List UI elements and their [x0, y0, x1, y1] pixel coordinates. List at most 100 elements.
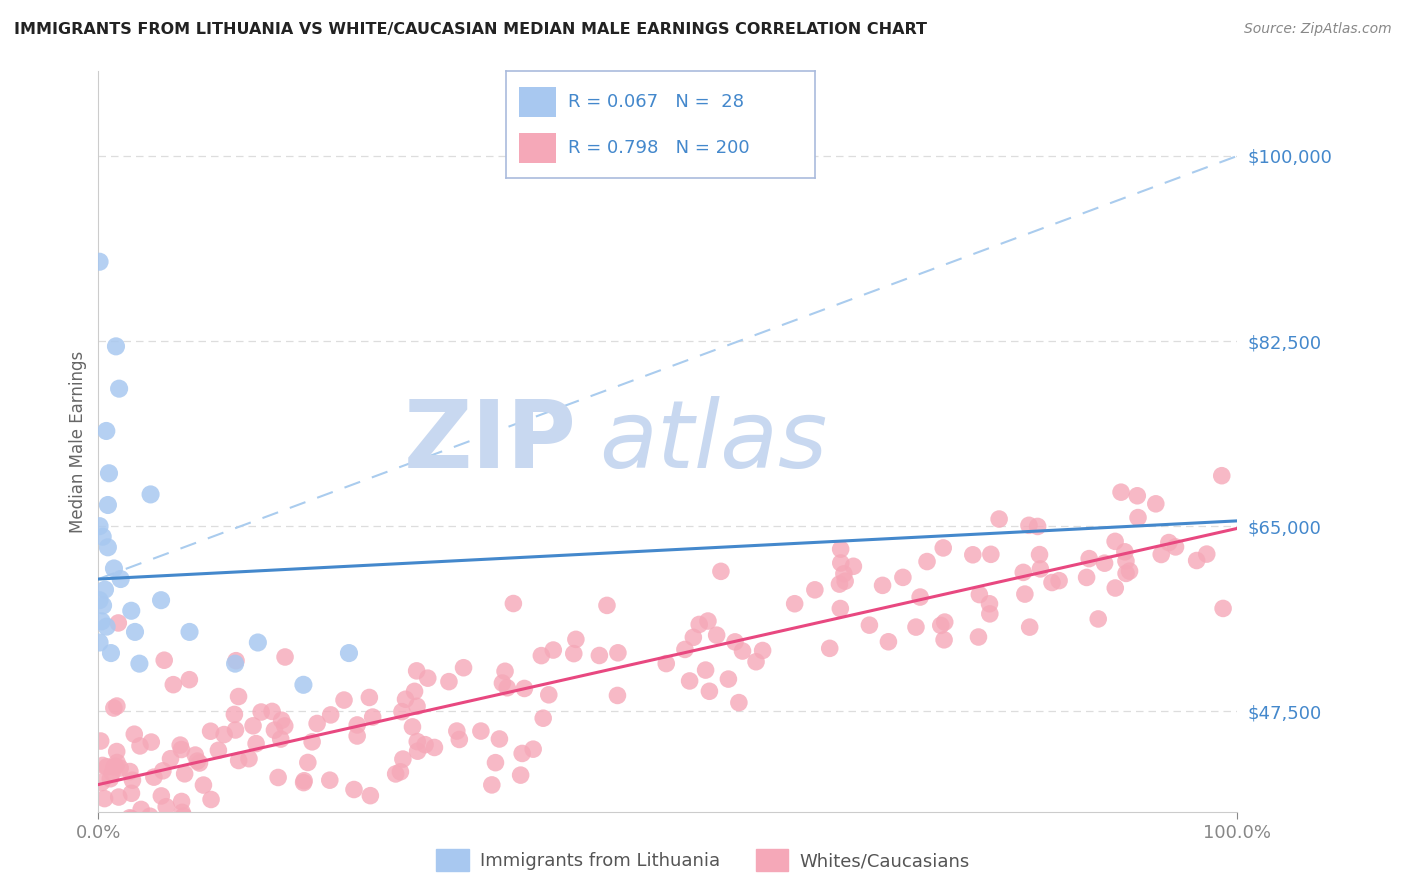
Point — [359, 789, 381, 803]
Point — [128, 657, 150, 671]
Point — [139, 809, 162, 823]
Point — [103, 760, 125, 774]
Point — [384, 767, 406, 781]
Bar — [519, 87, 555, 118]
Point — [404, 684, 426, 698]
Point — [401, 720, 423, 734]
Point — [437, 674, 460, 689]
Point — [301, 735, 323, 749]
Point — [804, 582, 827, 597]
Point — [502, 597, 524, 611]
Point — [1164, 540, 1187, 554]
Point — [406, 734, 429, 748]
Point — [292, 775, 315, 789]
Point — [90, 734, 112, 748]
Point — [416, 671, 439, 685]
Point — [783, 597, 806, 611]
Point — [1144, 497, 1167, 511]
Point — [688, 617, 710, 632]
Point — [1047, 574, 1070, 588]
Point — [979, 607, 1001, 621]
Point — [828, 577, 851, 591]
Point — [307, 716, 329, 731]
Point — [270, 713, 292, 727]
Point — [270, 732, 292, 747]
Point — [562, 647, 585, 661]
Point — [830, 542, 852, 557]
Point — [91, 530, 114, 544]
Point — [394, 692, 416, 706]
Point — [343, 782, 366, 797]
Point — [1018, 518, 1040, 533]
Point — [173, 767, 195, 781]
Point — [103, 561, 125, 575]
Point — [392, 752, 415, 766]
Point — [932, 632, 955, 647]
Point — [717, 672, 740, 686]
Point — [1115, 554, 1137, 568]
Point — [522, 742, 544, 756]
Point — [224, 723, 246, 737]
Point — [1126, 489, 1149, 503]
Point — [98, 467, 121, 481]
Point — [728, 696, 751, 710]
Point — [1040, 575, 1063, 590]
Point — [186, 754, 208, 768]
Point — [682, 631, 704, 645]
Point — [96, 619, 118, 633]
Point — [1094, 556, 1116, 570]
Point — [406, 699, 429, 714]
Point — [858, 618, 880, 632]
Point — [509, 768, 531, 782]
Point — [513, 681, 536, 696]
Point — [543, 643, 565, 657]
Point — [103, 701, 125, 715]
Point — [155, 816, 177, 830]
Point — [297, 756, 319, 770]
Point — [107, 615, 129, 630]
Point — [1157, 535, 1180, 549]
Point — [1118, 564, 1140, 578]
Point — [142, 770, 165, 784]
Point — [588, 648, 610, 663]
Point — [97, 846, 120, 860]
Text: R = 0.798   N = 200: R = 0.798 N = 200 — [568, 139, 749, 157]
Point — [695, 663, 717, 677]
Point — [212, 727, 235, 741]
Point — [228, 690, 250, 704]
Point — [173, 809, 195, 823]
Point — [988, 512, 1011, 526]
Point — [1115, 566, 1137, 581]
Point — [170, 742, 193, 756]
Point — [1104, 534, 1126, 549]
Point — [818, 641, 841, 656]
Text: Source: ZipAtlas.com: Source: ZipAtlas.com — [1244, 22, 1392, 37]
Point — [699, 684, 721, 698]
Point — [842, 559, 865, 574]
Point — [361, 710, 384, 724]
Point — [124, 727, 146, 741]
Point — [565, 632, 588, 647]
Point — [105, 745, 128, 759]
Point — [150, 593, 173, 607]
Point — [929, 618, 952, 632]
Text: atlas: atlas — [599, 396, 828, 487]
Point — [124, 624, 146, 639]
Point — [184, 748, 207, 763]
Point — [250, 705, 273, 719]
Point — [93, 832, 115, 847]
Point — [1104, 581, 1126, 595]
Point — [510, 747, 533, 761]
Point — [1114, 545, 1136, 559]
Point — [1195, 547, 1218, 561]
Point — [118, 764, 141, 779]
Point — [91, 758, 114, 772]
Point — [170, 795, 193, 809]
Point — [172, 805, 194, 820]
Point — [934, 615, 956, 629]
Point — [93, 791, 115, 805]
Point — [537, 688, 560, 702]
Point — [488, 731, 510, 746]
Point — [391, 705, 413, 719]
Point — [274, 719, 297, 733]
